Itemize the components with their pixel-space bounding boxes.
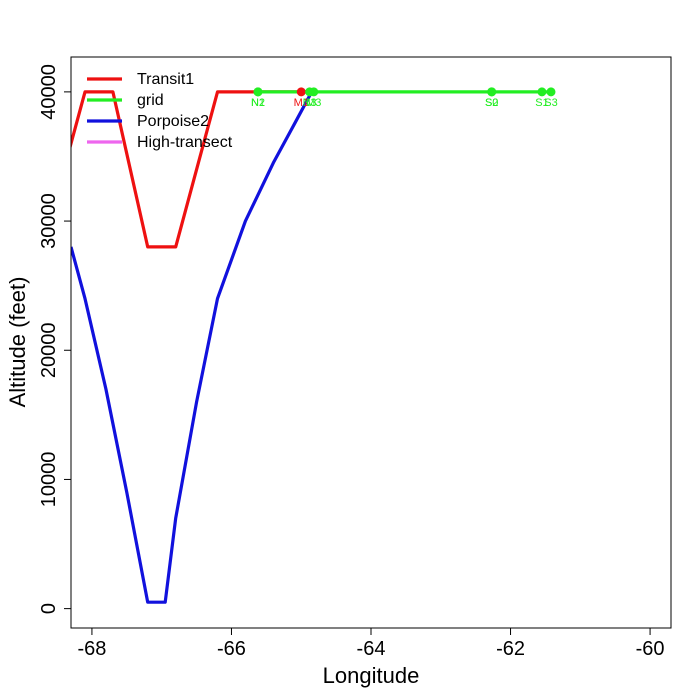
x-tick-label: -60: [636, 638, 665, 660]
x-tick-label: -64: [357, 638, 386, 660]
waypoint-label: N2: [251, 97, 265, 109]
legend-label: grid: [137, 92, 164, 109]
waypoint-label: S1: [535, 97, 548, 109]
x-tick-label: -62: [496, 638, 525, 660]
x-tick-label: -66: [217, 638, 246, 660]
series-line-porpoise2: [71, 91, 314, 604]
x-axis-title: Longitude: [323, 663, 420, 688]
waypoint-label: M3: [306, 97, 321, 109]
y-tick-label: 0: [38, 603, 60, 614]
waypoint-marker: [309, 87, 319, 97]
y-axis-title: Altitude (feet): [5, 277, 30, 408]
legend: Transit1 grid Porpoise2 High-transect: [87, 71, 233, 151]
y-tick-label: 10000: [38, 452, 60, 508]
y-tick-label: 40000: [38, 64, 60, 120]
legend-label: Porpoise2: [137, 113, 209, 130]
waypoint-marker: [487, 87, 497, 97]
series-line-transit1: [71, 90, 309, 249]
x-tick-label: -68: [77, 638, 106, 660]
y-axis: 0 10000 20000 30000 40000: [38, 64, 72, 614]
waypoint-label: N3: [303, 97, 317, 109]
waypoint-label: S2: [485, 97, 498, 109]
waypoint-marker: [537, 87, 547, 97]
y-tick-label: 20000: [38, 322, 60, 378]
waypoint-marker: [546, 87, 556, 97]
waypoint-marker: [296, 87, 306, 97]
waypoint-label: S0: [485, 97, 498, 109]
waypoint-label: S3: [544, 97, 557, 109]
y-tick-label: 30000: [38, 193, 60, 249]
waypoint-label: M1: [294, 97, 309, 109]
waypoint-marker: [253, 87, 263, 97]
waypoint-label: N1: [251, 97, 265, 109]
series-layer: [71, 90, 553, 604]
x-axis: -68 -66 -64 -62 -60: [77, 627, 665, 660]
legend-label: High-transect: [137, 134, 233, 151]
legend-label: Transit1: [137, 71, 194, 88]
